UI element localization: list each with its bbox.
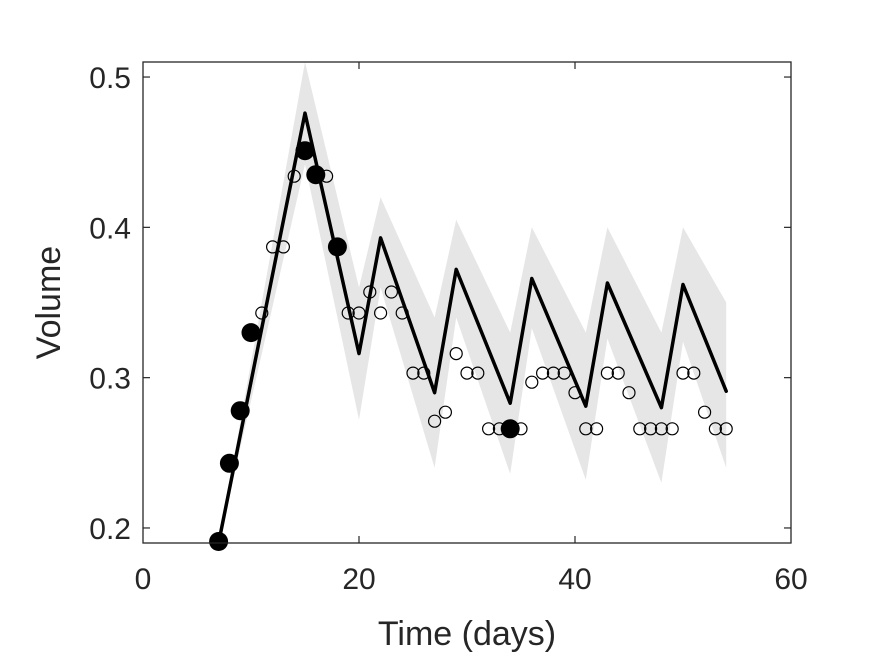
validation-point [546,366,561,380]
y-tick-label: 0.5 [89,62,131,95]
y-axis-label: Volume [30,246,68,359]
training-point [306,165,326,185]
model-fit-layer [216,111,728,545]
validation-point [633,422,647,436]
validation-point [471,366,485,380]
y-tick-label: 0.3 [89,363,131,396]
validation-observations-layer [255,169,733,436]
validation-point [460,366,474,380]
validation-point [676,366,690,380]
x-tick-label: 20 [342,563,375,596]
y-tick-label: 0.2 [89,513,131,546]
validation-point [482,422,496,436]
uncertainty-band-layer [218,62,727,543]
validation-point [654,422,669,436]
training-point [241,323,261,343]
validation-point [384,285,398,299]
training-point [219,453,239,473]
validation-point [622,386,636,400]
validation-point [255,306,269,320]
uncertainty-band [218,62,727,543]
training-observations-layer [209,141,520,551]
validation-point [352,306,366,320]
x-tick-label: 60 [774,563,807,596]
validation-point [579,422,593,436]
validation-point [287,169,301,183]
training-point [500,419,520,439]
axes-frame [142,61,792,544]
axis-ticks: 0 20 40 60 0.2 0.3 0.4 0.5 [89,62,808,596]
validation-point [708,422,723,436]
training-point [230,401,250,421]
validation-point [557,366,571,380]
training-point [327,237,347,257]
validation-point [589,422,604,436]
x-axis-label: Time (days) [378,615,556,653]
validation-point [611,366,625,380]
y-tick-label: 0.4 [89,212,131,245]
validation-point [395,306,409,320]
validation-point [535,366,550,380]
validation-point [643,422,658,436]
validation-point [266,240,280,254]
validation-point [341,306,355,320]
training-point [295,141,315,161]
validation-point [600,366,615,380]
validation-point [374,306,388,320]
validation-point [276,240,290,254]
x-tick-label: 0 [135,563,152,596]
validation-point [687,366,701,380]
validation-point [525,375,539,389]
model-fit-line [216,111,728,545]
plot-frame [142,61,792,544]
validation-point [697,405,712,419]
validation-point [665,422,679,436]
validation-point [417,366,431,380]
validation-point [449,347,463,361]
validation-point [719,422,733,436]
validation-point [406,366,420,380]
validation-point [363,285,377,299]
validation-point [428,414,442,428]
training-point [209,532,229,551]
validation-point [438,405,452,419]
x-tick-label: 40 [558,563,591,596]
validation-point [568,386,582,400]
